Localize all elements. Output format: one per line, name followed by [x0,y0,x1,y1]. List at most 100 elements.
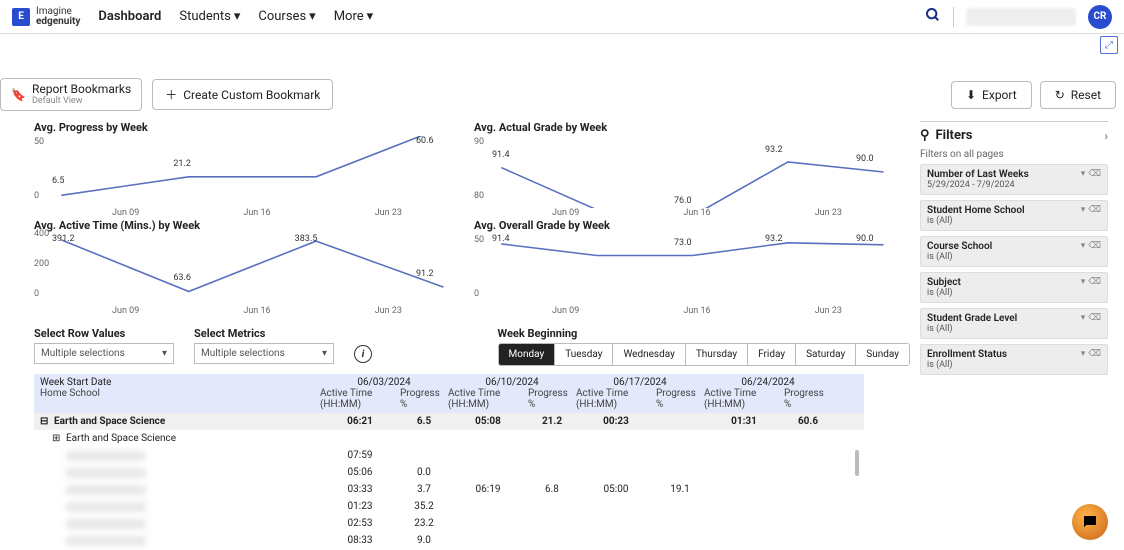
filter-title: Student Home School [927,205,1101,216]
info-icon[interactable]: i [354,345,372,363]
table-row[interactable]: 02:5323.2 [34,515,864,532]
brand[interactable]: E Imagine edgenuity [12,7,80,27]
expand-icon[interactable]: ⊟ [40,416,50,427]
chevron-down-icon: ▾ [162,348,167,359]
filter-sub: is (All) [927,324,1101,334]
table-row[interactable]: 01:2335.2 [34,498,864,515]
day-tab-friday[interactable]: Friday [748,344,796,365]
brand-line2: edgenuity [36,17,80,27]
day-tab-tuesday[interactable]: Tuesday [555,344,613,365]
th-progress: Progress % [400,388,448,410]
export-button[interactable]: ⬇ Export [951,81,1032,109]
day-tab-sunday[interactable]: Sunday [856,344,909,365]
select-row-values-label: Select Row Values [34,327,174,340]
th-week-start: Week Start Date [40,377,320,388]
chat-button[interactable] [1072,504,1108,540]
row-name: Earth and Space Science [66,433,176,444]
user-name-blurred [966,8,1076,26]
report-bookmarks-button[interactable]: 🔖 Report Bookmarks Default View [0,78,142,111]
search-icon[interactable] [925,7,941,27]
nav-students[interactable]: Students ▾ [179,9,240,24]
day-tab-monday[interactable]: Monday [499,344,556,365]
chart: Avg. Actual Grade by Week 8090 91.476.09… [474,121,894,211]
table-row[interactable]: 07:59 [34,447,864,464]
create-bookmark-button[interactable]: ＋ Create Custom Bookmark [152,79,333,110]
table-row[interactable]: 08:339.0 [34,532,864,549]
chevron-down-icon: ▾ [309,9,316,24]
week-beginning-label: Week Beginning [498,327,910,340]
filter-card[interactable]: Enrollment Status is (All) ▾ ⌫ [920,344,1108,375]
th-date: 06/17/2024 [576,377,704,388]
th-home-school: Home School [40,388,320,410]
data-table: Week Start Date 06/03/2024 06/10/2024 06… [34,374,864,550]
filter-card[interactable]: Number of Last Weeks 5/29/2024 - 7/9/202… [920,164,1108,195]
select-row-values-dropdown[interactable]: Multiple selections▾ [34,343,174,364]
reset-button[interactable]: ↻ Reset [1040,81,1116,109]
table-row[interactable]: 03:333.7 06:196.8 05:0019.1 [34,481,864,498]
nav-dashboard[interactable]: Dashboard [98,9,161,24]
clear-icon[interactable]: ⌫ [1088,277,1101,287]
chevron-down-icon: ▾ [1081,169,1086,179]
filter-card[interactable]: Subject is (All) ▾ ⌫ [920,272,1108,303]
scrollbar[interactable] [855,450,859,476]
clear-icon[interactable]: ⌫ [1088,169,1101,179]
bookmarks-title: Report Bookmarks [32,83,131,96]
th-progress: Progress % [656,388,704,410]
filter-card[interactable]: Course School is (All) ▾ ⌫ [920,236,1108,267]
filter-title: Number of Last Weeks [927,169,1101,180]
clear-icon[interactable]: ⌫ [1088,313,1101,323]
filter-title: Student Grade Level [927,313,1101,324]
brand-logo-icon: E [12,8,30,26]
nav-courses[interactable]: Courses ▾ [258,9,315,24]
filters-header[interactable]: ⚲ Filters › [920,121,1108,143]
table-row[interactable]: ⊞ Earth and Space Science [34,430,864,447]
row-name: Earth and Space Science [54,416,165,427]
nav-more[interactable]: More ▾ [334,9,373,24]
filter-sub: is (All) [927,360,1101,370]
chart: Avg. Overall Grade by Week 050 91.473.09… [474,219,894,309]
day-tabs: MondayTuesdayWednesdayThursdayFridaySatu… [498,343,910,366]
chevron-down-icon: ▾ [1081,349,1086,359]
filter-title: Enrollment Status [927,349,1101,360]
chevron-down-icon: ▾ [234,9,241,24]
day-tab-wednesday[interactable]: Wednesday [613,344,685,365]
th-active-time: Active Time (HH:MM) [320,388,400,410]
top-nav: E Imagine edgenuity Dashboard Students ▾… [0,0,1124,34]
clear-icon[interactable]: ⌫ [1088,241,1101,251]
select-metrics-dropdown[interactable]: Multiple selections▾ [194,343,334,364]
th-progress: Progress % [528,388,576,410]
divider [953,7,954,27]
chevron-down-icon: ▾ [1081,277,1086,287]
clear-icon[interactable]: ⌫ [1088,349,1101,359]
chart-title: Avg. Actual Grade by Week [474,121,894,134]
table-row[interactable]: ⊟Earth and Space Science 06:216.5 05:082… [34,413,864,430]
filter-sub: 5/29/2024 - 7/9/2024 [927,180,1101,190]
filter-sub: is (All) [927,288,1101,298]
expand-icon[interactable]: ⊞ [52,433,62,444]
table-row[interactable]: 05:060.0 [34,464,864,481]
filter-card[interactable]: Student Home School is (All) ▾ ⌫ [920,200,1108,231]
chart: Avg. Active Time (Mins.) by Week 0200400… [34,219,454,309]
download-icon: ⬇ [966,88,976,102]
filters-note: Filters on all pages [920,149,1108,160]
chart: Avg. Progress by Week 050 6.521.260.6 Ju… [34,121,454,211]
th-date: 06/24/2024 [704,377,832,388]
chevron-down-icon: ▾ [1081,241,1086,251]
clear-icon[interactable]: ⌫ [1088,205,1101,215]
chart-title: Avg. Progress by Week [34,121,454,134]
th-date: 06/10/2024 [448,377,576,388]
th-progress: Progress % [784,388,832,410]
chart-title: Avg. Active Time (Mins.) by Week [34,219,454,232]
th-active-time: Active Time (HH:MM) [704,388,784,410]
filter-card[interactable]: Student Grade Level is (All) ▾ ⌫ [920,308,1108,339]
chevron-down-icon: ▾ [1081,205,1086,215]
chevron-down-icon: ▾ [322,348,327,359]
user-avatar[interactable]: CR [1088,5,1112,29]
filter-title: Subject [927,277,1101,288]
chart-title: Avg. Overall Grade by Week [474,219,894,232]
chevron-down-icon: ▾ [367,9,374,24]
select-metrics-label: Select Metrics [194,327,334,340]
day-tab-thursday[interactable]: Thursday [686,344,748,365]
bookmark-icon: 🔖 [11,88,26,102]
day-tab-saturday[interactable]: Saturday [796,344,856,365]
